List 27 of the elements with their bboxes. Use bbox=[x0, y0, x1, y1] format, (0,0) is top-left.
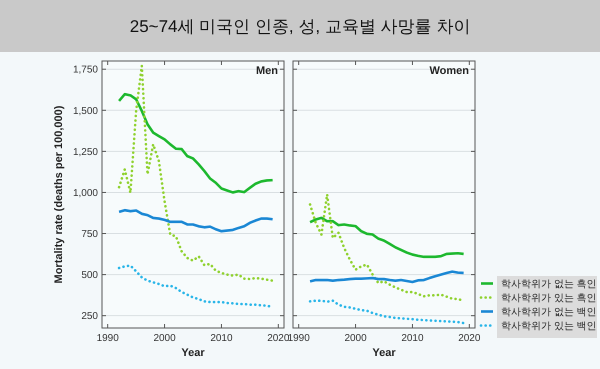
x-tick-label: 2010 bbox=[210, 333, 233, 344]
y-tick-label: 1,500 bbox=[72, 106, 98, 117]
y-tick-label: 1,250 bbox=[72, 146, 98, 158]
line-series bbox=[118, 208, 274, 233]
x-tick-label: 2010 bbox=[401, 333, 424, 344]
y-tick-label: 1,000 bbox=[72, 188, 98, 199]
chart-subtitle: Men bbox=[256, 65, 278, 77]
x-tick-label: 2000 bbox=[344, 333, 368, 344]
legend-label: 학사학위가 있는 흑인 bbox=[501, 293, 597, 304]
y-tick-label: 250 bbox=[81, 311, 98, 322]
line-series bbox=[118, 92, 274, 194]
legend-label: 학사학위가 없는 백인 bbox=[501, 307, 597, 318]
y-tick-label: 500 bbox=[81, 270, 98, 282]
x-axis-title: Year bbox=[181, 347, 206, 359]
legend-label: 학사학위가 없는 흑인 bbox=[501, 279, 597, 290]
x-tick-label: 2020 bbox=[458, 333, 481, 344]
legend-label: 학사학위가 있는 백인 bbox=[501, 321, 597, 332]
x-tick-label: 2020 bbox=[267, 333, 290, 344]
chart-title: 25~74세 미국인 인종, 성, 교육별 사망률 차이 bbox=[130, 17, 470, 36]
y-tick-label: 1,750 bbox=[72, 64, 98, 76]
y-axis-title: Mortality rate (deaths per 100,000) bbox=[53, 105, 65, 284]
x-axis-title: Year bbox=[372, 347, 396, 359]
x-tick-label: 2000 bbox=[153, 333, 176, 344]
y-tick-label: 750 bbox=[81, 229, 98, 240]
chart-subtitle: Women bbox=[429, 65, 470, 77]
x-tick-label: 1990 bbox=[96, 333, 120, 344]
x-tick-label: 1990 bbox=[288, 333, 310, 344]
